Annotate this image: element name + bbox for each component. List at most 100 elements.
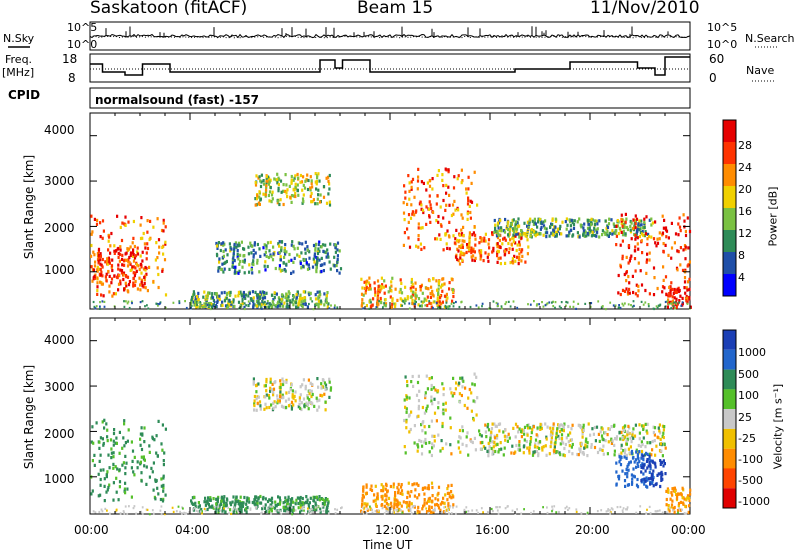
- power-cbar-tick-4: 4: [738, 271, 745, 284]
- heat-cell: [288, 252, 291, 257]
- heat-cell: [229, 249, 232, 253]
- heat-cell: [447, 170, 450, 174]
- heat-cell: [282, 405, 285, 409]
- heat-cell: [496, 302, 499, 305]
- heat-cell: [649, 482, 652, 486]
- heat-cell: [646, 452, 649, 456]
- heat-cell: [160, 484, 163, 488]
- heat-cell: [257, 299, 260, 303]
- heat-cell: [405, 410, 408, 414]
- heat-cell: [115, 436, 118, 440]
- heat-cell: [605, 226, 608, 231]
- heat-cell: [294, 174, 297, 178]
- heat-cell: [645, 451, 648, 455]
- heat-cell: [681, 496, 684, 500]
- heat-cell: [417, 237, 420, 242]
- heat-cell: [301, 242, 304, 246]
- heat-cell: [655, 244, 658, 248]
- heat-cell: [492, 300, 495, 303]
- heat-cell: [294, 390, 297, 394]
- heat-cell: [390, 507, 393, 510]
- heat-cell: [641, 443, 644, 447]
- heat-cell: [428, 441, 431, 445]
- heat-cell: [301, 304, 304, 309]
- heat-cell: [413, 494, 416, 498]
- heat-cell: [225, 502, 228, 506]
- heat-cell: [432, 386, 436, 390]
- heat-cell: [282, 261, 285, 265]
- heat-cell: [117, 282, 121, 286]
- heat-cell: [101, 274, 104, 278]
- heat-cell: [336, 241, 340, 245]
- heat-cell: [452, 376, 455, 380]
- heat-cell: [220, 242, 223, 246]
- heat-cell: [216, 254, 219, 258]
- heat-cell: [514, 422, 518, 426]
- heat-cell: [119, 282, 122, 286]
- heat-cell: [517, 258, 520, 262]
- heat-cell: [448, 220, 451, 224]
- heat-cell: [506, 439, 509, 443]
- heat-cell: [413, 424, 416, 428]
- heat-cell: [109, 438, 113, 442]
- heat-cell: [635, 450, 638, 454]
- heat-cell: [443, 501, 446, 505]
- heat-cell: [200, 507, 203, 512]
- heat-cell: [306, 187, 310, 192]
- heat-cell: [487, 441, 490, 445]
- heat-cell: [685, 512, 687, 515]
- heat-cell: [470, 391, 473, 395]
- heat-cell: [123, 419, 126, 423]
- heat-cell: [641, 424, 644, 428]
- heat-cell: [656, 473, 659, 477]
- heat-cell: [565, 217, 568, 221]
- heat-cell: [365, 485, 368, 489]
- heat-cell: [378, 290, 381, 294]
- heat-cell: [146, 242, 149, 246]
- heat-cell: [256, 194, 259, 198]
- heat-cell: [301, 496, 304, 501]
- heat-cell: [634, 226, 637, 230]
- heat-cell: [129, 245, 132, 249]
- heat-cell: [434, 509, 436, 512]
- heat-cell: [447, 305, 450, 308]
- heat-cell: [312, 509, 316, 513]
- heat-cell: [93, 253, 96, 257]
- heat-cell: [336, 260, 339, 264]
- heat-cell: [233, 247, 236, 251]
- heat-cell: [281, 300, 283, 303]
- heat-cell: [162, 459, 165, 463]
- heat-cell: [619, 265, 622, 269]
- heat-cell: [640, 478, 643, 483]
- heat-cell: [362, 488, 365, 492]
- heat-cell: [476, 203, 479, 207]
- heat-cell: [319, 200, 322, 204]
- heat-cell: [393, 502, 396, 506]
- heat-cell: [93, 463, 96, 467]
- heat-cell: [302, 290, 305, 294]
- heat-cell: [526, 220, 529, 224]
- heat-cell: [316, 408, 319, 412]
- heat-cell: [519, 232, 522, 237]
- heat-cell: [215, 502, 218, 506]
- heat-cell: [316, 256, 319, 260]
- heat-cell: [162, 474, 165, 478]
- heat-cell: [267, 175, 270, 179]
- heat-cell: [589, 221, 592, 225]
- heat-cell: [621, 509, 624, 512]
- heat-cell: [631, 477, 634, 481]
- heat-cell: [588, 218, 591, 223]
- heat-cell: [415, 393, 419, 397]
- heat-cell: [263, 291, 266, 295]
- heat-cell: [623, 455, 626, 459]
- heat-cell: [306, 394, 309, 398]
- heat-cell: [252, 302, 255, 306]
- heat-cell: [119, 268, 122, 272]
- heat-cell: [481, 302, 484, 305]
- heat-cell: [222, 503, 225, 507]
- heat-cell: [119, 512, 122, 515]
- heat-cell: [307, 510, 310, 514]
- heat-cell: [228, 242, 231, 246]
- heat-cell: [626, 437, 629, 441]
- heat-cell: [684, 297, 688, 301]
